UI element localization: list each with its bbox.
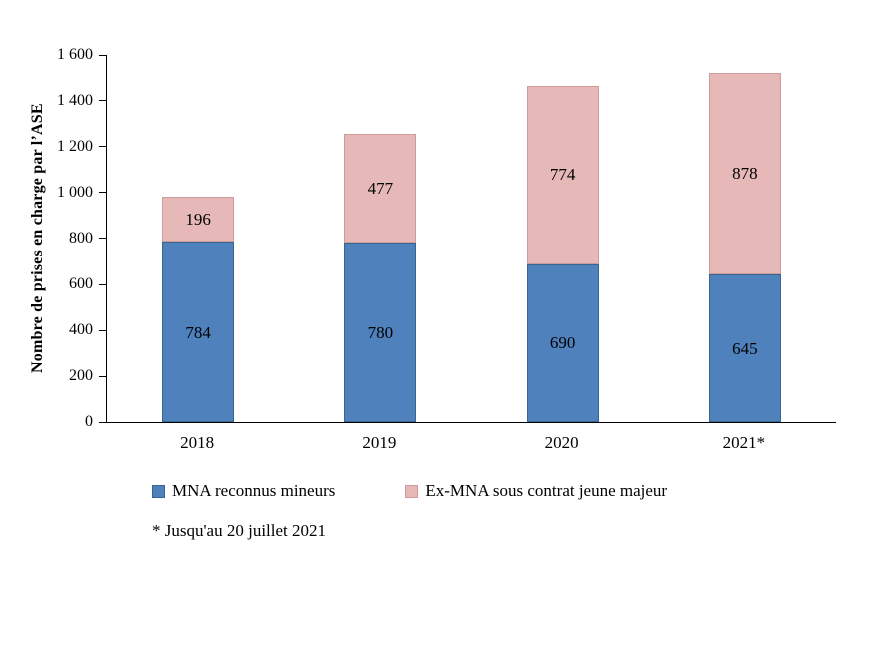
bar-value-label: 780 bbox=[367, 323, 394, 343]
y-tick-mark bbox=[99, 146, 106, 148]
y-tick-mark bbox=[99, 329, 106, 331]
legend-label: Ex-MNA sous contrat jeune majeur bbox=[425, 481, 668, 500]
legend-item-mna-mineurs: MNA reconnus mineurs bbox=[152, 481, 335, 501]
bar-group: 477 780 bbox=[344, 133, 417, 422]
y-tick-mark bbox=[99, 283, 106, 285]
bar-value-label: 784 bbox=[185, 322, 211, 342]
y-tick-mark bbox=[99, 100, 106, 102]
legend-swatch-pink bbox=[405, 484, 419, 498]
bar-value-label: 690 bbox=[549, 333, 576, 353]
bar-segment: 774 bbox=[526, 86, 599, 264]
footnote: * Jusqu'au 20 juillet 2021 bbox=[152, 521, 327, 540]
y-tick-label: 1 200 bbox=[57, 137, 93, 155]
y-tick-label: 200 bbox=[69, 367, 93, 385]
legend-swatch-blue bbox=[152, 484, 165, 498]
bar-value-label: 477 bbox=[367, 178, 394, 198]
bar-group: 196 784 bbox=[162, 197, 235, 422]
x-axis-label: 2019 bbox=[362, 433, 397, 452]
y-tick-label: 600 bbox=[69, 275, 93, 293]
bar-segment: 780 bbox=[344, 243, 417, 422]
bar-segment: 690 bbox=[526, 263, 599, 422]
bar-group: 774 690 bbox=[526, 86, 599, 422]
bar-segment: 878 bbox=[708, 72, 781, 275]
x-axis-label: 2020 bbox=[544, 433, 579, 452]
plot-area: 196 784 477 780 774 690 878 645 bbox=[106, 55, 836, 423]
y-tick-label: 1 000 bbox=[57, 183, 93, 201]
y-tick-mark bbox=[99, 375, 106, 377]
bar-value-label: 645 bbox=[732, 338, 758, 358]
y-tick-mark bbox=[99, 421, 106, 423]
bar-value-label: 878 bbox=[732, 163, 758, 183]
y-tick-mark bbox=[99, 238, 106, 239]
y-tick-label: 1 400 bbox=[57, 91, 93, 109]
bar-segment: 645 bbox=[708, 274, 781, 422]
bar-segment: 784 bbox=[162, 242, 235, 422]
bar-group: 878 645 bbox=[708, 72, 781, 422]
y-axis: 0 200 400 600 800 1 000 1 200 1 400 1 600 bbox=[48, 46, 106, 430]
bar-value-label: 196 bbox=[185, 210, 211, 230]
y-tick-mark bbox=[99, 192, 106, 194]
y-tick-label: 800 bbox=[69, 229, 93, 247]
y-tick-label: 0 bbox=[85, 413, 93, 430]
bar-segment: 196 bbox=[162, 197, 235, 243]
bar-value-label: 774 bbox=[549, 165, 576, 185]
x-axis-label: 2018 bbox=[180, 433, 215, 452]
bar-segment: 477 bbox=[344, 133, 417, 244]
y-tick-mark bbox=[99, 54, 106, 56]
y-tick-label: 400 bbox=[69, 321, 93, 339]
legend-item-ex-mna: Ex-MNA sous contrat jeune majeur bbox=[405, 481, 667, 501]
x-axis-label: 2021* bbox=[722, 433, 766, 452]
legend-label: MNA reconnus mineurs bbox=[172, 481, 336, 500]
legend: MNA reconnus mineurs Ex-MNA sous contrat… bbox=[152, 481, 667, 501]
y-tick-label: 1 600 bbox=[57, 46, 93, 63]
